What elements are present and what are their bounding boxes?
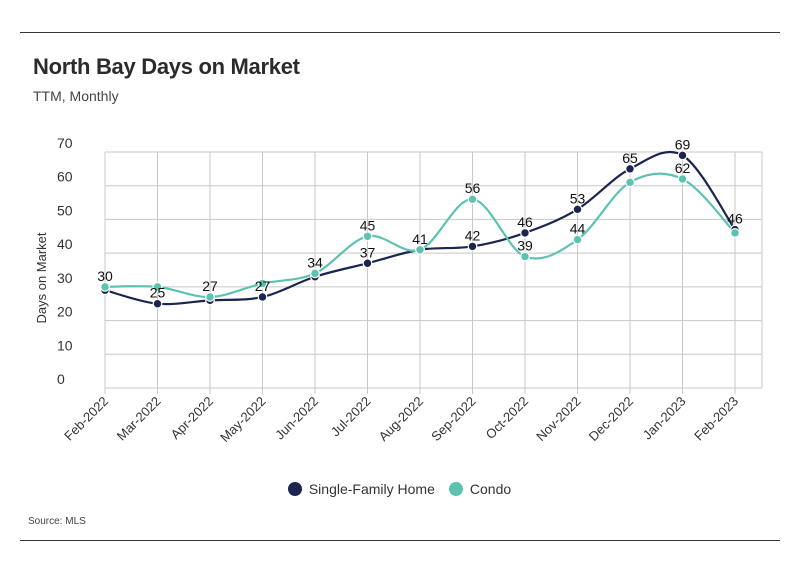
data-label-condo: 45 <box>360 217 376 233</box>
data-point-condo <box>100 281 110 292</box>
legend-swatch-single-family <box>287 482 302 496</box>
data-point-single-family <box>467 241 478 252</box>
data-point-condo <box>520 251 530 262</box>
legend-label-single-family: Single-Family Home <box>308 481 435 497</box>
y-tick-label: 20 <box>57 304 73 320</box>
data-label-condo: 39 <box>517 238 533 254</box>
data-label-single-family: 65 <box>622 150 638 166</box>
data-point-single-family <box>362 258 373 269</box>
y-tick-label: 50 <box>57 202 73 218</box>
x-tick-label: May-2022 <box>217 394 268 445</box>
data-point-condo <box>572 234 583 245</box>
data-label-condo: 30 <box>97 268 113 284</box>
x-tick-label: Jun-2022 <box>272 394 321 443</box>
data-point-single-family <box>625 163 635 174</box>
x-tick-label: Feb-2023 <box>691 394 741 444</box>
legend-item-single-family[interactable]: Single-Family Home <box>287 481 435 497</box>
data-point-single-family <box>520 228 530 238</box>
x-tick-label: Nov-2022 <box>533 394 583 444</box>
data-label-single-family: 25 <box>150 285 166 301</box>
data-label-condo: 44 <box>570 221 586 237</box>
x-tick-label: Sep-2022 <box>428 394 478 444</box>
data-label-single-family: 46 <box>517 214 533 230</box>
y-tick-label: 10 <box>57 337 73 353</box>
legend-item-condo[interactable]: Condo <box>448 481 512 497</box>
data-point-condo <box>467 194 478 205</box>
y-tick-label: 60 <box>57 169 73 185</box>
data-point-single-family <box>257 292 268 302</box>
chart-subtitle: TTM, Monthly <box>33 88 119 104</box>
y-tick-label: 70 <box>57 135 73 151</box>
data-point-condo <box>205 292 215 302</box>
source-note: Source: MLS <box>28 516 86 527</box>
x-tick-label: Mar-2022 <box>114 394 164 444</box>
y-tick-label: 30 <box>57 270 73 286</box>
data-label-single-family: 42 <box>465 227 481 243</box>
data-label-single-family: 53 <box>570 190 586 206</box>
data-label-single-family: 41 <box>412 231 428 247</box>
data-point-condo <box>362 231 373 242</box>
data-point-condo <box>677 174 688 184</box>
bottom-rule <box>20 540 780 541</box>
chart-title: North Bay Days on Market <box>33 54 300 79</box>
x-tick-label: Apr-2022 <box>168 394 216 442</box>
data-point-condo <box>625 177 635 188</box>
data-label-condo: 56 <box>465 180 481 196</box>
data-label-single-family: 46 <box>727 211 743 227</box>
grid-lines <box>104 151 763 394</box>
legend: Single-Family Home Condo <box>0 481 799 497</box>
data-point-condo <box>152 281 163 292</box>
x-tick-label: Dec-2022 <box>586 394 636 444</box>
x-tick-label: Oct-2022 <box>483 394 531 442</box>
data-label-condo: 27 <box>202 278 218 294</box>
data-label-condo: 62 <box>675 160 691 176</box>
legend-label-condo: Condo <box>469 481 512 497</box>
data-label-single-family: 27 <box>255 278 271 294</box>
data-point-condo <box>310 268 320 279</box>
x-tick-label: Jul-2022 <box>328 394 374 440</box>
data-point-condo <box>257 278 268 289</box>
y-tick-label: 40 <box>57 236 73 252</box>
legend-swatch-condo <box>448 482 463 496</box>
y-tick-label: 0 <box>57 371 65 387</box>
top-rule <box>20 32 780 33</box>
data-point-condo <box>415 244 425 255</box>
data-label-condo: 34 <box>307 254 323 270</box>
data-point-single-family <box>572 204 583 215</box>
data-point-single-family <box>152 298 163 309</box>
y-axis-label: Days on Market <box>34 232 49 323</box>
x-tick-label: Aug-2022 <box>376 394 426 444</box>
data-point-single-family <box>677 150 688 161</box>
data-label-single-family: 37 <box>360 244 376 260</box>
x-tick-label: Feb-2022 <box>61 394 111 444</box>
x-tick-label: Jan-2023 <box>640 394 689 443</box>
data-label-single-family: 69 <box>675 136 691 152</box>
data-labels: 25 27 37 41 42 46 53 65 69 46 30 27 34 45 56 39 44 62 <box>97 136 743 300</box>
data-points <box>100 150 740 309</box>
data-point-condo <box>730 228 740 238</box>
